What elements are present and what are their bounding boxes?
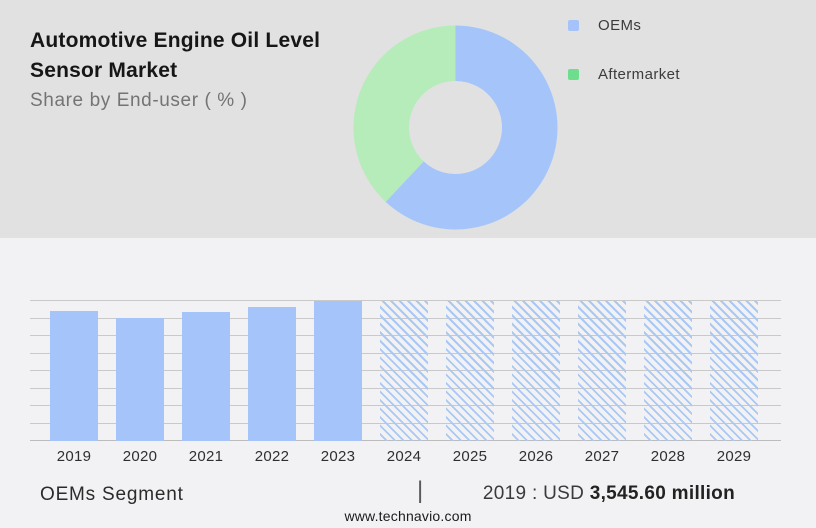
bar-chart-section: 2019 2020 2021 2022 2023 2024 2025 2026 2027 2028… [0,238,816,528]
x-tick-label-2024: 2024 [386,448,422,465]
market-value-amount: 3,545.60 million [589,483,735,504]
donut-slice-aftermarket [353,25,456,202]
x-tick-label-2021: 2021 [188,448,224,465]
x-tick-label-2023: 2023 [320,448,356,465]
forecast-bar-2026 [512,301,560,441]
bar-2022 [248,307,296,441]
legend-swatch-aftermarket [568,69,579,80]
x-tick-label-2025: 2025 [452,448,488,465]
legend-swatch-oems [568,20,579,31]
forecast-bar-2028 [644,301,692,441]
x-tick-label-2019: 2019 [56,448,92,465]
bar-2023 [314,301,362,441]
market-value: 2019 : USD 3,545.60 million [483,483,735,505]
forecast-bar-2024 [380,301,428,441]
x-tick-label-2029: 2029 [716,448,752,465]
bar-2021 [182,312,230,441]
bar-2020 [116,318,164,441]
website-url: www.technavio.com [344,508,472,524]
x-tick-label-2028: 2028 [650,448,686,465]
bar-chart-plot-area [30,300,781,441]
x-tick-label-2022: 2022 [254,448,290,465]
donut-chart [353,25,558,230]
page-subtitle: Share by End-user ( % ) [30,90,248,111]
x-tick-label-2020: 2020 [122,448,158,465]
market-value-prefix: 2019 : USD [482,483,590,504]
footer-separator: | [417,477,424,504]
gridline [30,300,781,301]
bar-2019 [50,311,98,441]
page-title-line2: Sensor Market [30,59,178,82]
page-title-line1: Automotive Engine Oil Level [30,29,321,52]
forecast-bar-2029 [710,301,758,441]
donut-slice-oems [385,25,558,230]
legend-label-oems: OEMs [598,17,642,34]
x-tick-label-2026: 2026 [518,448,554,465]
page-title: Automotive Engine Oil Level Sensor Marke… [30,26,350,86]
legend-item-aftermarket: Aftermarket [568,66,680,83]
forecast-bar-2027 [578,301,626,441]
bar-chart-x-axis: 2019 2020 2021 2022 2023 2024 2025 2026 2027 2028… [30,448,781,468]
header-section: Automotive Engine Oil Level Sensor Marke… [0,0,816,238]
legend-item-oems: OEMs [568,17,641,34]
legend-label-aftermarket: Aftermarket [598,66,680,83]
forecast-bar-2025 [446,301,494,441]
x-tick-label-2027: 2027 [584,448,620,465]
segment-label: OEMs Segment [40,484,184,505]
